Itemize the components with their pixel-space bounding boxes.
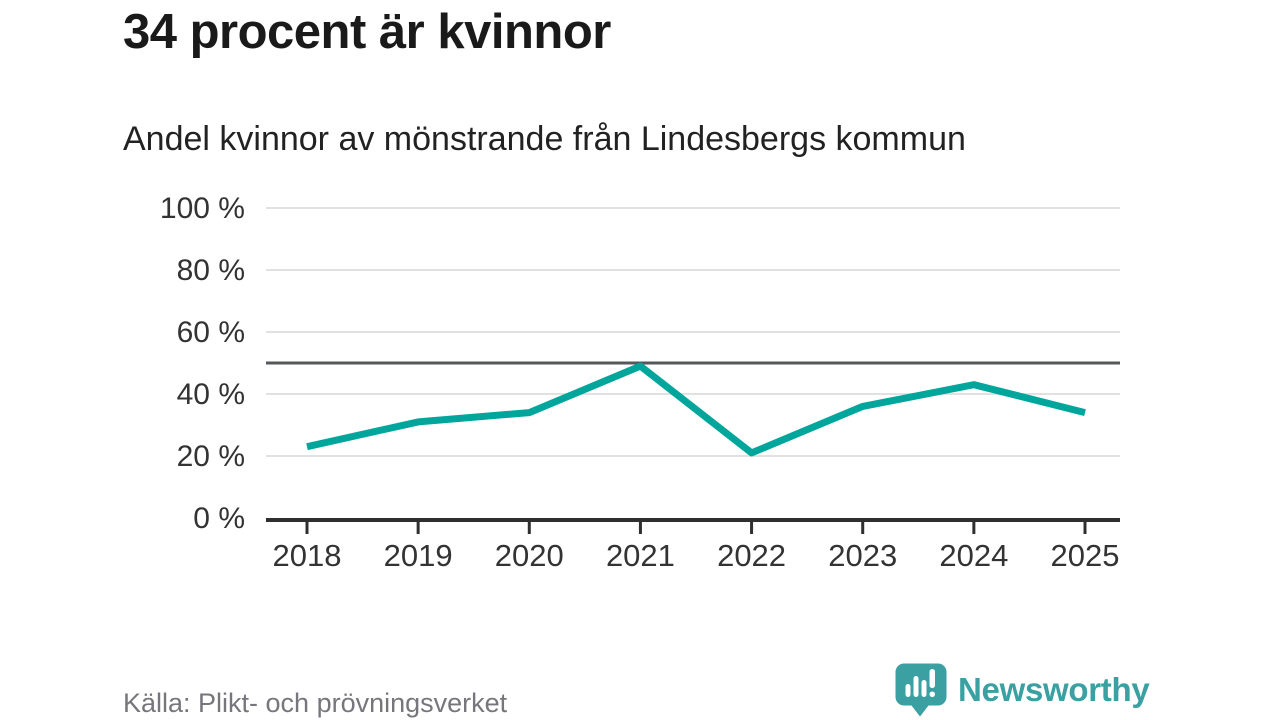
logo-exclamation-dot xyxy=(929,691,935,697)
logo-exclamation-bar xyxy=(929,669,935,688)
page-title: 34 procent är kvinnor xyxy=(123,5,611,59)
logo-bar-2 xyxy=(913,676,919,697)
newsworthy-speech-bubble-icon xyxy=(895,663,947,717)
x-axis-label: 2024 xyxy=(939,538,1008,573)
y-axis-label: 80 % xyxy=(177,254,245,287)
x-axis-label: 2021 xyxy=(606,538,675,573)
x-axis-label: 2019 xyxy=(384,538,453,573)
chart-subtitle: Andel kvinnor av mönstrande från Lindesb… xyxy=(123,120,966,158)
y-axis-label: 20 % xyxy=(177,440,245,473)
newsworthy-logo: Newsworthy xyxy=(895,663,1150,717)
x-axis-label: 2018 xyxy=(273,538,342,573)
x-axis-label: 2023 xyxy=(828,538,897,573)
x-axis-label: 2020 xyxy=(495,538,564,573)
newsworthy-logo-text: Newsworthy xyxy=(958,671,1150,708)
logo-bar-3 xyxy=(921,680,927,697)
y-axis-label: 100 % xyxy=(160,192,245,225)
source-note: Källa: Plikt- och prövningsverket xyxy=(123,688,508,718)
x-axis-label: 2025 xyxy=(1051,538,1120,573)
y-axis-label: 40 % xyxy=(177,378,245,411)
data-line xyxy=(306,362,1086,457)
x-axis-label: 2022 xyxy=(717,538,786,573)
y-axis-label: 0 % xyxy=(193,502,245,535)
y-axis-label: 60 % xyxy=(177,316,245,349)
logo-bar-1 xyxy=(905,684,911,697)
